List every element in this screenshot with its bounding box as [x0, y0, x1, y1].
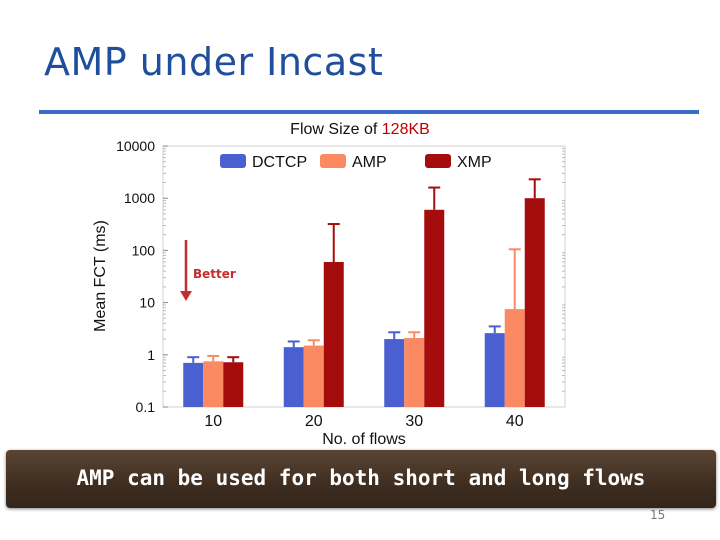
legend-label-amp: AMP [352, 154, 387, 171]
page-number: 15 [650, 508, 666, 522]
y-tick-label: 10 [139, 295, 155, 311]
better-arrowhead [180, 291, 192, 301]
legend-swatch-amp [320, 154, 346, 168]
bar-dctcp [384, 339, 405, 407]
x-tick-label: 10 [204, 413, 222, 430]
bar-xmp [223, 362, 244, 407]
y-tick-label: 0.1 [136, 399, 156, 415]
slide-title: AMP under Incast [44, 40, 384, 84]
better-label: Better [193, 267, 236, 281]
chart-title-prefix: Flow Size of [290, 121, 382, 138]
x-tick-label: 20 [305, 413, 323, 430]
legend-swatch-xmp [425, 154, 451, 168]
y-tick-label: 1 [147, 347, 155, 363]
chart-title-highlight: 128KB [381, 121, 430, 138]
bar-dctcp [283, 347, 304, 407]
bar-dctcp [484, 333, 505, 407]
title-rule [39, 110, 699, 114]
bar-amp [303, 345, 324, 407]
banner-text: AMP can be used for both short and long … [76, 466, 646, 490]
bar-dctcp [183, 362, 204, 407]
legend-swatch-dctcp [220, 154, 246, 168]
chart-title: Flow Size of 128KB [0, 121, 720, 139]
bar-amp [203, 361, 224, 407]
bar-xmp [524, 198, 545, 407]
y-tick-label: 1000 [124, 190, 155, 206]
y-axis-label: Mean FCT (ms) [92, 220, 109, 332]
bar-xmp [323, 261, 344, 407]
x-axis-label: No. of flows [322, 431, 406, 448]
bar-xmp [424, 209, 445, 407]
bar-chart: 0.1 1 10 100 1000 10000 Mean FCT (ms) 10 20 30 40 N… [92, 138, 566, 448]
legend-label-dctcp: DCTCP [252, 154, 307, 171]
legend-label-xmp: XMP [457, 154, 492, 171]
y-tick-label: 10000 [116, 138, 155, 154]
bar-amp [404, 337, 425, 407]
y-tick-label: 100 [132, 242, 156, 258]
bar-amp [504, 309, 525, 407]
takeaway-banner: AMP can be used for both short and long … [6, 450, 716, 508]
x-tick-label: 40 [506, 413, 524, 430]
x-tick-label: 30 [405, 413, 423, 430]
